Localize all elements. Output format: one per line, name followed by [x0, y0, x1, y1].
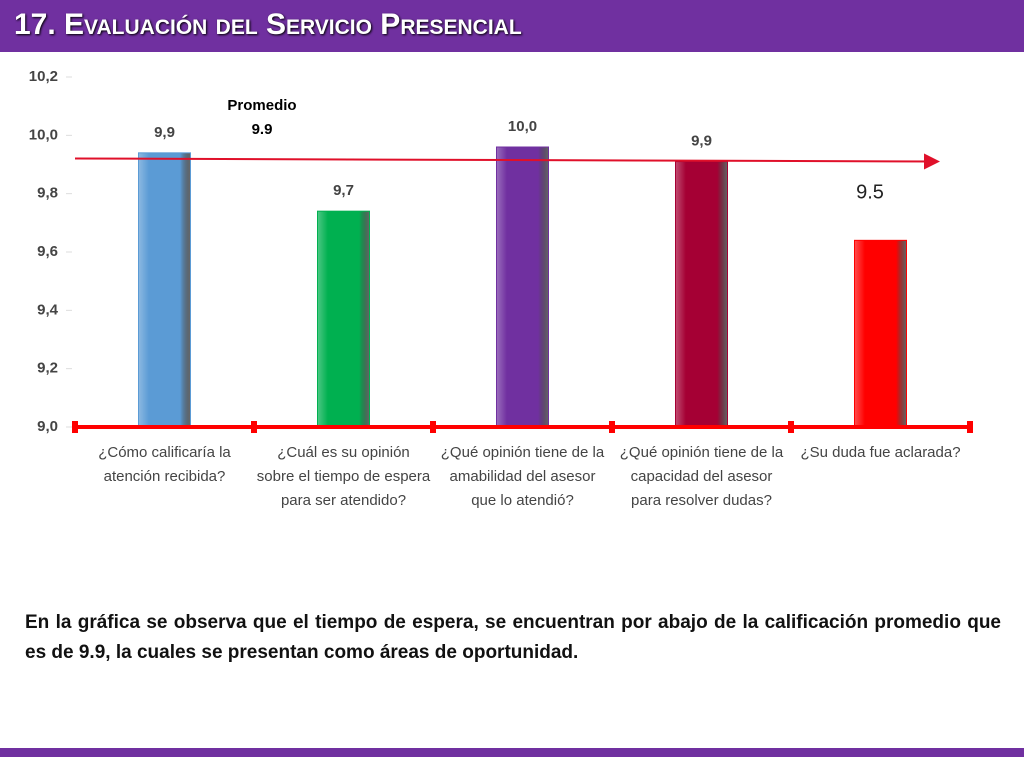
- bar: [496, 146, 549, 428]
- paragraph: En la gráfica se observa que el tiempo d…: [25, 612, 1001, 663]
- axis-tick: [609, 421, 615, 433]
- data-label: 10,0: [508, 118, 537, 135]
- y-tick-label: 10,2: [29, 68, 58, 85]
- average-line: [74, 153, 940, 170]
- footer-bar: [0, 748, 1024, 757]
- axis-tick: [251, 421, 257, 433]
- data-label: 9,9: [154, 124, 175, 141]
- y-tick-label: 9,6: [37, 243, 58, 260]
- x-tick-label: ¿Cuál es su opinión sobre el tiempo de e…: [256, 444, 431, 509]
- y-tick-label: 9,4: [37, 301, 59, 318]
- bar: [854, 239, 907, 428]
- average-value: 9.9: [252, 121, 273, 138]
- axis-tick: [967, 421, 973, 433]
- data-label: 9,9: [691, 133, 712, 150]
- x-tick-label: ¿Qué opinión tiene de la capacidad del a…: [619, 444, 784, 509]
- x-tick-label: ¿Cómo calificaría la atención recibida?: [98, 444, 231, 485]
- x-tick-label: ¿Qué opinión tiene de la amabilidad del …: [440, 444, 605, 509]
- axis-tick: [430, 421, 436, 433]
- header-bar: [0, 0, 1024, 52]
- y-tick-label: 9,8: [37, 185, 58, 202]
- bar: [675, 161, 728, 428]
- y-tick-label: 10,0: [29, 126, 58, 143]
- y-tick-label: 9,0: [37, 418, 58, 435]
- bar: [138, 152, 191, 428]
- axis-tick: [72, 421, 78, 433]
- chart: 9,0 9,2 9,4 9,6 9,8 10,0 10,2 9,9 9,7 10,0 9,9 Prom…: [29, 68, 973, 435]
- x-tick-label: ¿Su duda fue aclarada?: [800, 444, 961, 461]
- bar: [317, 210, 370, 428]
- axis-tick: [788, 421, 794, 433]
- slide-title: 17. Evaluación del Servicio Presencial: [14, 8, 522, 41]
- average-label: Promedio: [227, 97, 296, 114]
- data-label: 9,7: [333, 182, 354, 199]
- annotation: 9.5: [856, 181, 884, 203]
- y-tick-label: 9,2: [37, 360, 58, 377]
